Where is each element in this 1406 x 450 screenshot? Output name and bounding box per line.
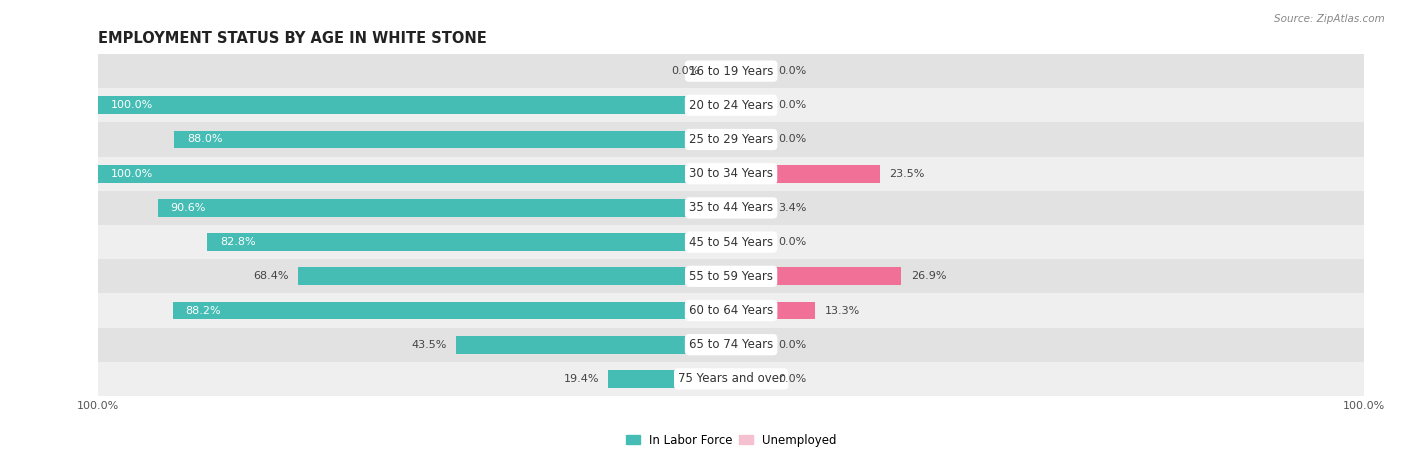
Bar xyxy=(98,157,1364,191)
Text: 55 to 59 Years: 55 to 59 Years xyxy=(689,270,773,283)
Text: 23.5%: 23.5% xyxy=(889,169,925,179)
Text: 0.0%: 0.0% xyxy=(779,66,807,76)
Bar xyxy=(609,370,731,388)
Text: 26.9%: 26.9% xyxy=(911,271,946,281)
Text: 0.0%: 0.0% xyxy=(779,374,807,384)
Bar xyxy=(456,336,731,354)
Bar xyxy=(98,96,731,114)
Text: 0.0%: 0.0% xyxy=(779,135,807,144)
Bar xyxy=(98,122,1364,157)
Text: 13.3%: 13.3% xyxy=(825,306,860,315)
Text: 88.0%: 88.0% xyxy=(187,135,222,144)
Bar xyxy=(98,259,1364,293)
Text: 88.2%: 88.2% xyxy=(186,306,221,315)
Text: EMPLOYMENT STATUS BY AGE IN WHITE STONE: EMPLOYMENT STATUS BY AGE IN WHITE STONE xyxy=(98,31,486,46)
Text: 0.0%: 0.0% xyxy=(671,66,699,76)
Bar xyxy=(98,191,1364,225)
Bar xyxy=(98,225,1364,259)
Text: 16 to 19 Years: 16 to 19 Years xyxy=(689,65,773,77)
Bar xyxy=(731,302,815,319)
Bar xyxy=(298,267,731,285)
Text: 35 to 44 Years: 35 to 44 Years xyxy=(689,202,773,214)
Text: 65 to 74 Years: 65 to 74 Years xyxy=(689,338,773,351)
Bar xyxy=(98,54,1364,88)
Bar xyxy=(731,370,769,388)
Bar xyxy=(731,62,769,80)
Text: 30 to 34 Years: 30 to 34 Years xyxy=(689,167,773,180)
Legend: In Labor Force, Unemployed: In Labor Force, Unemployed xyxy=(621,429,841,450)
Bar xyxy=(173,302,731,319)
Bar xyxy=(731,96,769,114)
Bar xyxy=(157,199,731,217)
Text: 90.6%: 90.6% xyxy=(170,203,205,213)
Text: 0.0%: 0.0% xyxy=(779,237,807,247)
Text: 0.0%: 0.0% xyxy=(779,100,807,110)
Bar xyxy=(98,165,731,183)
Text: 19.4%: 19.4% xyxy=(564,374,599,384)
Bar xyxy=(98,328,1364,362)
Text: 100.0%: 100.0% xyxy=(111,169,153,179)
Text: 100.0%: 100.0% xyxy=(111,100,153,110)
Text: 43.5%: 43.5% xyxy=(411,340,446,350)
Bar xyxy=(706,62,731,80)
Text: 68.4%: 68.4% xyxy=(253,271,288,281)
Text: 82.8%: 82.8% xyxy=(219,237,256,247)
Text: 3.4%: 3.4% xyxy=(779,203,807,213)
Bar xyxy=(731,130,769,148)
Text: 75 Years and over: 75 Years and over xyxy=(678,373,785,385)
Text: 25 to 29 Years: 25 to 29 Years xyxy=(689,133,773,146)
Text: 20 to 24 Years: 20 to 24 Years xyxy=(689,99,773,112)
Bar xyxy=(731,165,880,183)
Text: 45 to 54 Years: 45 to 54 Years xyxy=(689,236,773,248)
Bar xyxy=(731,199,769,217)
Bar xyxy=(207,233,731,251)
Text: 0.0%: 0.0% xyxy=(779,340,807,350)
Text: 60 to 64 Years: 60 to 64 Years xyxy=(689,304,773,317)
Bar xyxy=(98,293,1364,328)
Bar xyxy=(731,267,901,285)
Text: Source: ZipAtlas.com: Source: ZipAtlas.com xyxy=(1274,14,1385,23)
Bar xyxy=(98,88,1364,122)
Bar xyxy=(174,130,731,148)
Bar xyxy=(731,336,769,354)
Bar xyxy=(731,233,769,251)
Bar xyxy=(98,362,1364,396)
